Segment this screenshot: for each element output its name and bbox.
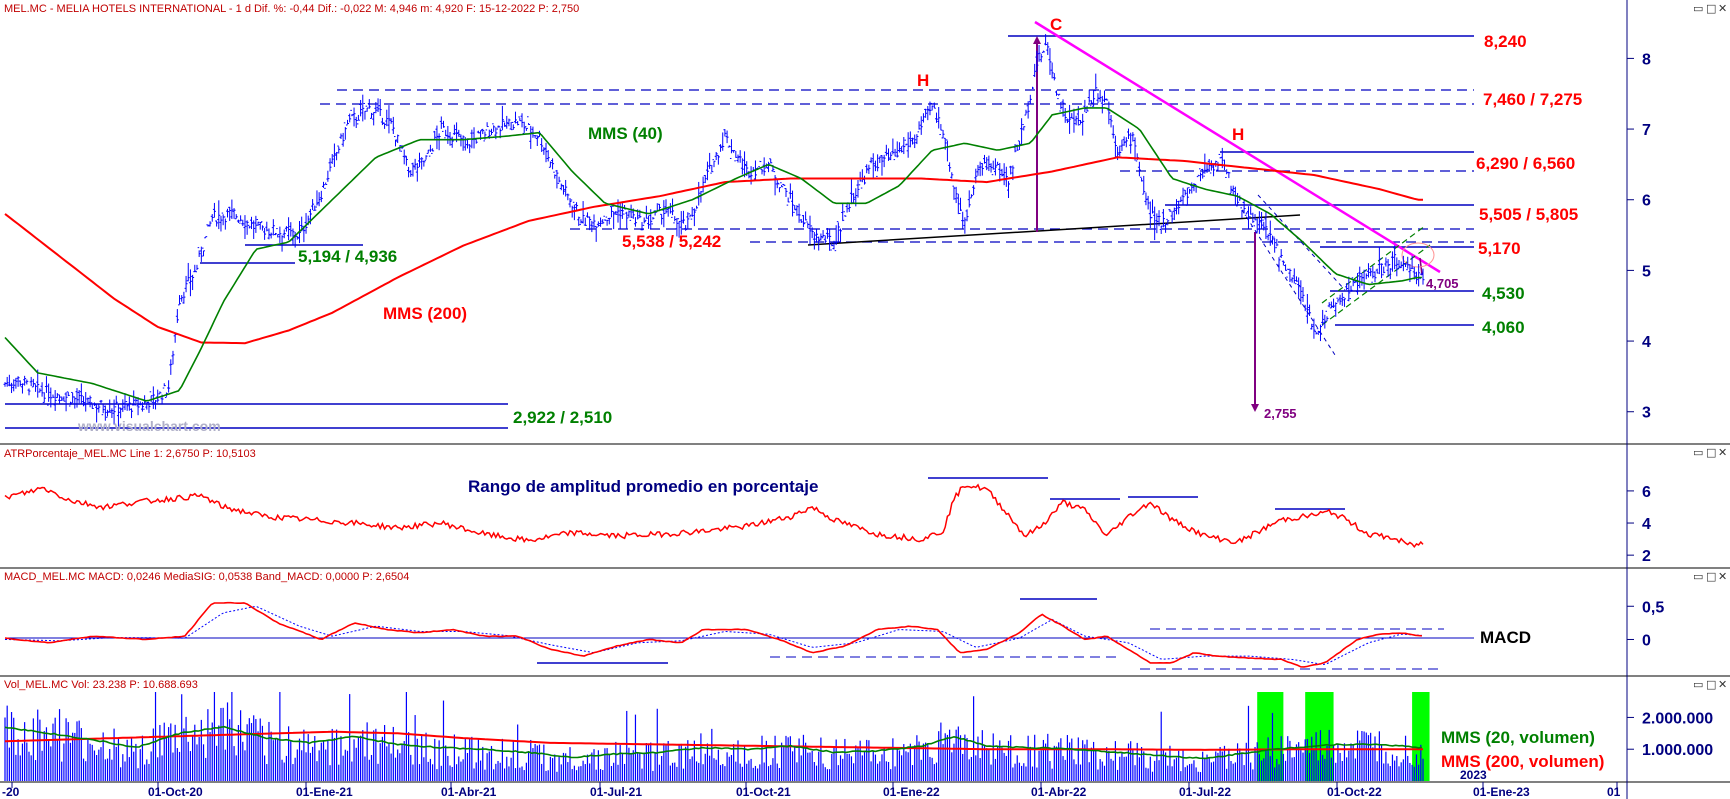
watermark: www.visualchart.com xyxy=(77,418,221,434)
label-level-7460: 7,460 / 7,275 xyxy=(1483,90,1582,109)
volume-y-tick-label: 2.000.000 xyxy=(1642,710,1713,727)
macd-panel-title: MACD xyxy=(1480,628,1531,647)
macd-reference-lines xyxy=(5,598,1474,670)
label-volume-mms20: MMS (20, volumen) xyxy=(1441,728,1595,747)
date-tick-label: 01-Jul-22 xyxy=(1179,785,1231,799)
atr-y-tick-label: 2 xyxy=(1642,548,1651,565)
maximize-icon[interactable]: □ xyxy=(1706,570,1716,583)
date-tick-label: 01 xyxy=(1607,785,1621,799)
label-h-left: H xyxy=(917,71,929,90)
maximize-icon[interactable]: □ xyxy=(1706,678,1716,691)
macd-y-axis: 0,50 xyxy=(1627,599,1664,649)
volume-y-tick-label: 1.000.000 xyxy=(1642,742,1713,759)
label-level-5505: 5,505 / 5,805 xyxy=(1479,205,1578,224)
minimize-icon[interactable]: ▭ xyxy=(1693,2,1703,15)
price-y-axis: 3 4 5 6 7 8 xyxy=(1627,51,1651,422)
atr-panel-header: ATRPorcentaje_MEL.MC Line 1: 2,6750 P: 1… xyxy=(4,448,256,460)
price-y-tick-label: 4 xyxy=(1642,334,1651,351)
label-level-4530: 4,530 xyxy=(1482,284,1525,303)
date-tick-label: 01-Oct-21 xyxy=(736,785,791,799)
mms40-line xyxy=(4,107,1422,402)
atr-y-axis: 2 4 6 xyxy=(1627,484,1651,565)
close-icon[interactable]: ✕ xyxy=(1718,678,1727,691)
date-tick-label: 01-Oct-20 xyxy=(148,785,203,799)
maximize-icon[interactable]: □ xyxy=(1706,446,1716,459)
label-level-2922: 2,922 / 2,510 xyxy=(513,408,612,427)
volume-mms20-line xyxy=(4,725,1423,760)
macd-line xyxy=(4,601,1422,668)
label-volume-mms200: MMS (200, volumen) xyxy=(1441,752,1604,771)
minimize-icon[interactable]: ▭ xyxy=(1693,570,1703,583)
year-label: 2023 xyxy=(1460,768,1487,782)
macd-y-tick-label: 0,5 xyxy=(1642,599,1664,616)
macd-window-controls[interactable]: ▭ □ ✕ xyxy=(1693,570,1727,583)
atr-y-tick-label: 4 xyxy=(1642,516,1651,533)
atr-y-tick-label: 6 xyxy=(1642,484,1651,501)
label-level-6290: 6,290 / 6,560 xyxy=(1476,154,1575,173)
date-tick-label: 01-Jul-21 xyxy=(590,785,642,799)
date-tick-label: 01-Abr-21 xyxy=(441,785,497,799)
price-y-tick-label: 8 xyxy=(1642,51,1651,68)
atr-panel-title: Rango de amplitud promedio en porcentaje xyxy=(468,477,818,496)
date-tick-label: 01-Oct-22 xyxy=(1327,785,1382,799)
volume-y-axis: 1.000.000 2.000.000 xyxy=(1627,710,1713,759)
atr-range-lines xyxy=(928,477,1345,510)
date-tick-label: 01-Abr-22 xyxy=(1031,785,1087,799)
label-mms200: MMS (200) xyxy=(383,304,467,323)
minimize-icon[interactable]: ▭ xyxy=(1693,678,1703,691)
label-h-right: H xyxy=(1232,125,1244,144)
price-panel-header: MEL.MC - MELIA HOTELS INTERNATIONAL - 1 … xyxy=(4,3,579,15)
price-y-tick-label: 5 xyxy=(1642,263,1651,280)
date-tick-label: 01-Ene-23 xyxy=(1473,785,1530,799)
volume-window-controls[interactable]: ▭ □ ✕ xyxy=(1693,678,1727,691)
price-y-tick-label: 6 xyxy=(1642,193,1651,210)
label-c: C xyxy=(1050,15,1062,34)
price-level-lines xyxy=(5,20,1474,429)
date-x-axis: -20 01-Oct-20 01-Ene-21 01-Abr-21 01-Jul-21 0… xyxy=(2,768,1621,799)
macd-panel-header: MACD_MEL.MC MACD: 0,0246 MediaSIG: 0,053… xyxy=(4,571,409,583)
label-level-8240: 8,240 xyxy=(1484,32,1527,51)
label-mms40: MMS (40) xyxy=(588,124,663,143)
maximize-icon[interactable]: □ xyxy=(1706,2,1716,15)
label-level-4705: 4,705 xyxy=(1426,276,1459,291)
minimize-icon[interactable]: ▭ xyxy=(1693,446,1703,459)
macd-y-tick-label: 0 xyxy=(1642,632,1651,649)
date-tick-label: 01-Ene-21 xyxy=(296,785,353,799)
label-level-5170: 5,170 xyxy=(1478,239,1521,258)
price-window-controls[interactable]: ▭ □ ✕ xyxy=(1693,2,1727,15)
label-level-2755: 2,755 xyxy=(1264,406,1297,421)
atr-line xyxy=(4,483,1424,549)
date-tick-label: 01-Ene-22 xyxy=(883,785,940,799)
close-icon[interactable]: ✕ xyxy=(1718,2,1727,15)
price-y-tick-label: 3 xyxy=(1642,405,1651,422)
volume-panel-header: Vol_MEL.MC Vol: 23.238 P: 10.688.693 xyxy=(4,679,198,691)
label-level-5538: 5,538 / 5,242 xyxy=(622,232,721,251)
macd-signal-line xyxy=(5,606,1422,666)
label-level-5194: 5,194 / 4,936 xyxy=(298,247,397,266)
label-level-4060: 4,060 xyxy=(1482,318,1525,337)
date-tick-label: -20 xyxy=(2,785,20,799)
volume-mms200-line xyxy=(4,730,1423,751)
close-icon[interactable]: ✕ xyxy=(1718,446,1727,459)
close-icon[interactable]: ✕ xyxy=(1718,570,1727,583)
price-y-tick-label: 7 xyxy=(1642,122,1651,139)
mms200-line xyxy=(4,156,1423,345)
atr-window-controls[interactable]: ▭ □ ✕ xyxy=(1693,446,1727,459)
